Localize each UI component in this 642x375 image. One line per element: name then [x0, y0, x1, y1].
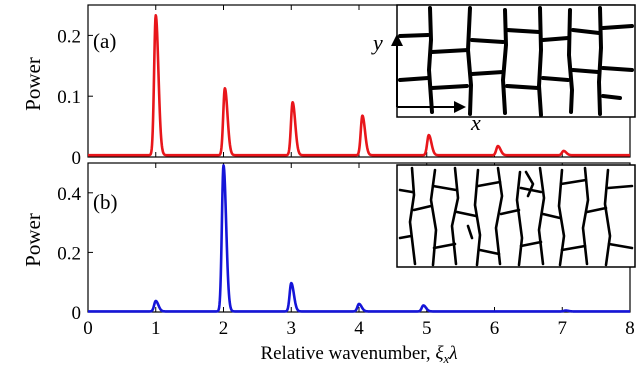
- inset-b-frame: [396, 164, 636, 268]
- y-tick-label: 0: [72, 148, 82, 169]
- y-tick-label: 0.4: [57, 184, 81, 205]
- inset-a-axes-arrows: [391, 34, 466, 113]
- panel-b-ylabel: Power: [21, 213, 45, 267]
- x-tick-label: 4: [354, 318, 364, 339]
- x-tick-label: 1: [151, 318, 161, 339]
- inset-b-cracks: [398, 166, 634, 267]
- x-tick-label: 6: [490, 318, 500, 339]
- y-tick-label: 0: [72, 303, 82, 324]
- panel-b-label: (b): [93, 190, 118, 214]
- x-tick-label: 8: [625, 318, 635, 339]
- panel-b-ticks: 0 1 2 3 4 5 6 7 8 0 0.2 0.4: [57, 163, 635, 339]
- panel-a-series-line: [87, 14, 631, 157]
- inset-y-label: y: [371, 30, 383, 55]
- panel-a-inset: y x: [371, 4, 636, 135]
- x-tick-label: 5: [422, 318, 432, 339]
- x-axis-label: Relative wavenumber, ξxλ: [260, 343, 457, 366]
- panel-b: (b) Power 0 1 2 3 4 5 6 7 8 0 0.2 0.4: [21, 162, 635, 339]
- x-arrow-icon: [454, 101, 466, 113]
- inset-x-label: x: [470, 110, 481, 135]
- panel-a-ylabel: Power: [21, 57, 45, 111]
- x-tick-label: 0: [83, 318, 93, 339]
- panel-a-label: (a): [93, 29, 116, 53]
- x-tick-label: 7: [558, 318, 568, 339]
- y-arrow-icon: [391, 34, 403, 46]
- panel-b-series-line: [87, 164, 631, 313]
- x-tick-label: 2: [219, 318, 229, 339]
- y-tick-label: 0.1: [57, 87, 81, 108]
- x-tick-label: 3: [287, 318, 297, 339]
- y-tick-label: 0.2: [57, 243, 81, 264]
- panel-a-ticks: 0 0.1 0.2: [57, 5, 631, 169]
- panel-b-inset: [396, 164, 636, 268]
- y-tick-label: 0.2: [57, 26, 81, 47]
- inset-a-cracks: [398, 6, 634, 117]
- panel-a: (a) Power 0 0.1 0.2: [21, 4, 631, 169]
